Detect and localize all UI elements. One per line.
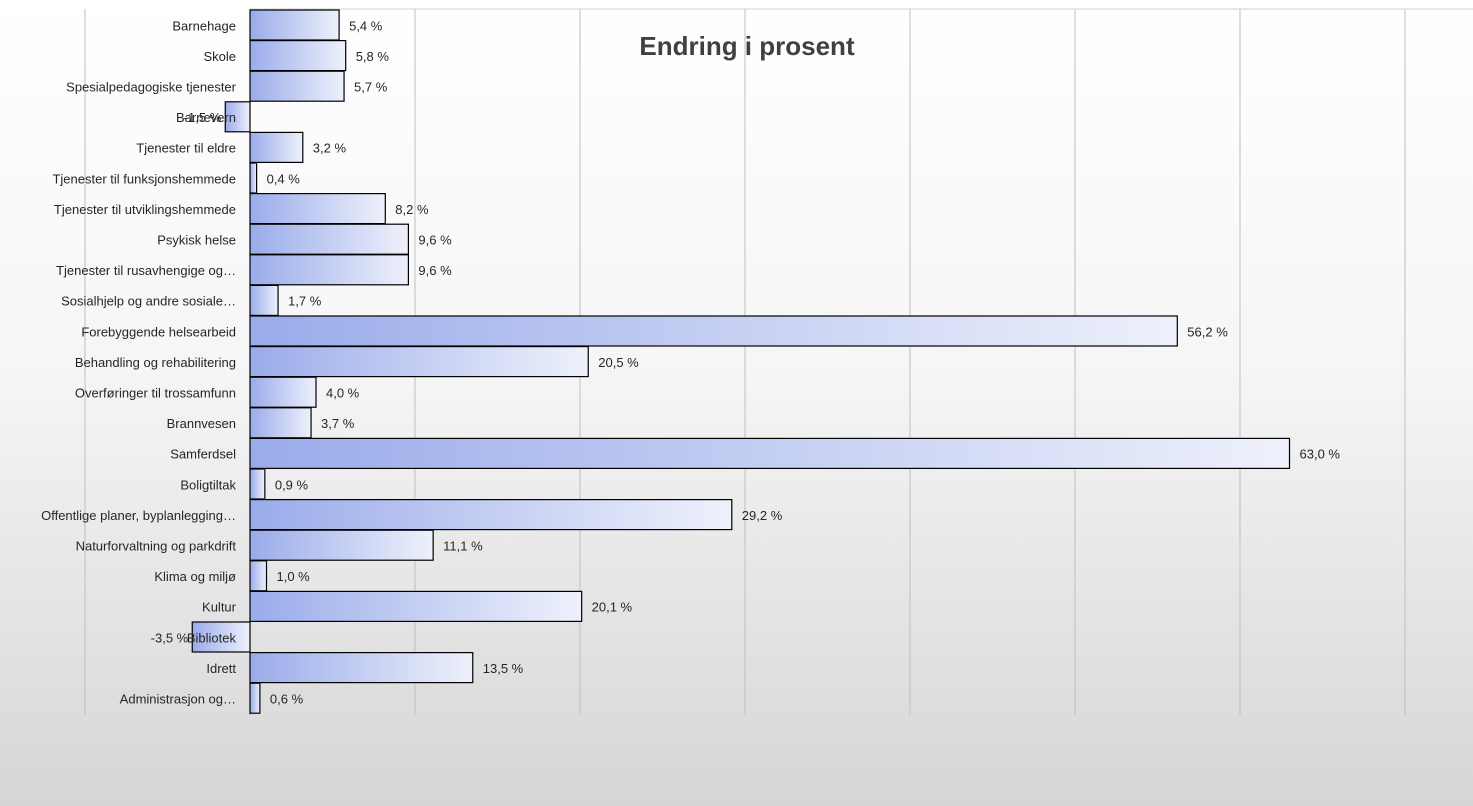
category-label: Sosialhjelp og andre sosiale… bbox=[61, 294, 236, 309]
data-label: 56,2 % bbox=[1187, 324, 1228, 339]
bar bbox=[249, 193, 386, 225]
data-label: 8,2 % bbox=[395, 202, 429, 217]
category-label: Psykisk helse bbox=[157, 233, 236, 248]
bar bbox=[224, 101, 251, 133]
bar bbox=[249, 315, 1178, 347]
category-label: Klima og miljø bbox=[154, 569, 236, 584]
category-label: Kultur bbox=[202, 600, 237, 615]
category-label: Idrett bbox=[206, 661, 236, 676]
data-label: 0,9 % bbox=[275, 477, 309, 492]
category-label: Barnevern bbox=[176, 110, 236, 125]
bar bbox=[249, 560, 268, 592]
data-labels: 5,4 % 5,8 % 5,7 % -1,5 % 3,2 % 0,4 % 8,2 % 9,6 … bbox=[151, 18, 1341, 706]
data-label: 1,7 % bbox=[288, 294, 322, 309]
data-label: -1,5 % bbox=[184, 110, 222, 125]
category-label: Barnehage bbox=[172, 18, 236, 33]
data-label: 5,4 % bbox=[349, 18, 383, 33]
data-label: 5,8 % bbox=[356, 49, 390, 64]
data-label: 13,5 % bbox=[483, 661, 524, 676]
data-label: 29,2 % bbox=[742, 508, 783, 523]
bar bbox=[249, 499, 733, 531]
data-label: 20,1 % bbox=[592, 600, 633, 615]
data-label: 9,6 % bbox=[418, 263, 452, 278]
data-label: 63,0 % bbox=[1300, 447, 1341, 462]
bars bbox=[191, 9, 1291, 714]
data-label: 4,0 % bbox=[326, 386, 360, 401]
data-label: 3,2 % bbox=[313, 141, 347, 156]
bar bbox=[249, 39, 347, 72]
bar bbox=[249, 346, 589, 378]
data-label: 1,0 % bbox=[277, 569, 311, 584]
category-label: Forebyggende helsearbeid bbox=[81, 324, 236, 339]
category-label: Tjenester til utviklingshemmede bbox=[54, 202, 236, 217]
bar bbox=[249, 284, 279, 316]
bar bbox=[249, 131, 304, 163]
category-label: Tjenester til funksjonshemmede bbox=[52, 171, 236, 186]
data-label: 11,1 % bbox=[443, 539, 483, 554]
category-label: Administrasjon og… bbox=[120, 692, 236, 707]
bar bbox=[249, 254, 409, 286]
category-label: Behandling og rehabilitering bbox=[75, 355, 236, 370]
category-label: Bibliotek bbox=[187, 630, 237, 645]
bar bbox=[249, 223, 409, 255]
bar bbox=[249, 9, 340, 41]
bar bbox=[249, 437, 1291, 469]
category-label: Boligtiltak bbox=[180, 477, 236, 492]
bar bbox=[249, 162, 258, 194]
bar bbox=[249, 407, 312, 439]
bar bbox=[249, 468, 266, 500]
category-label: Offentlige planer, byplanlegging… bbox=[41, 508, 236, 523]
category-label: Naturforvaltning og parkdrift bbox=[76, 539, 237, 554]
category-label: Skole bbox=[203, 49, 236, 64]
data-label: 5,7 % bbox=[354, 80, 388, 95]
data-label: 0,6 % bbox=[270, 692, 304, 707]
bar bbox=[191, 621, 251, 653]
bar bbox=[249, 682, 261, 714]
bar bbox=[249, 70, 345, 102]
bar bbox=[249, 651, 474, 684]
category-labels: Barnehage Skole Spesialpedagogiske tjenest… bbox=[41, 18, 237, 706]
category-label: Tjenester til rusavhengige og… bbox=[56, 263, 236, 278]
category-label: Samferdsel bbox=[170, 447, 236, 462]
data-label: -3,5 % bbox=[151, 630, 189, 645]
chart-title: Endring i prosent bbox=[639, 31, 855, 61]
category-label: Overføringer til trossamfunn bbox=[75, 386, 236, 401]
bar bbox=[249, 590, 583, 623]
category-label: Tjenester til eldre bbox=[136, 141, 236, 156]
data-label: 3,7 % bbox=[321, 416, 355, 431]
category-label: Brannvesen bbox=[167, 416, 236, 431]
data-label: 9,6 % bbox=[418, 233, 452, 248]
bar bbox=[249, 376, 317, 408]
data-label: 0,4 % bbox=[267, 171, 301, 186]
data-label: 20,5 % bbox=[598, 355, 639, 370]
category-label: Spesialpedagogiske tjenester bbox=[66, 80, 237, 95]
bar bbox=[249, 529, 434, 561]
